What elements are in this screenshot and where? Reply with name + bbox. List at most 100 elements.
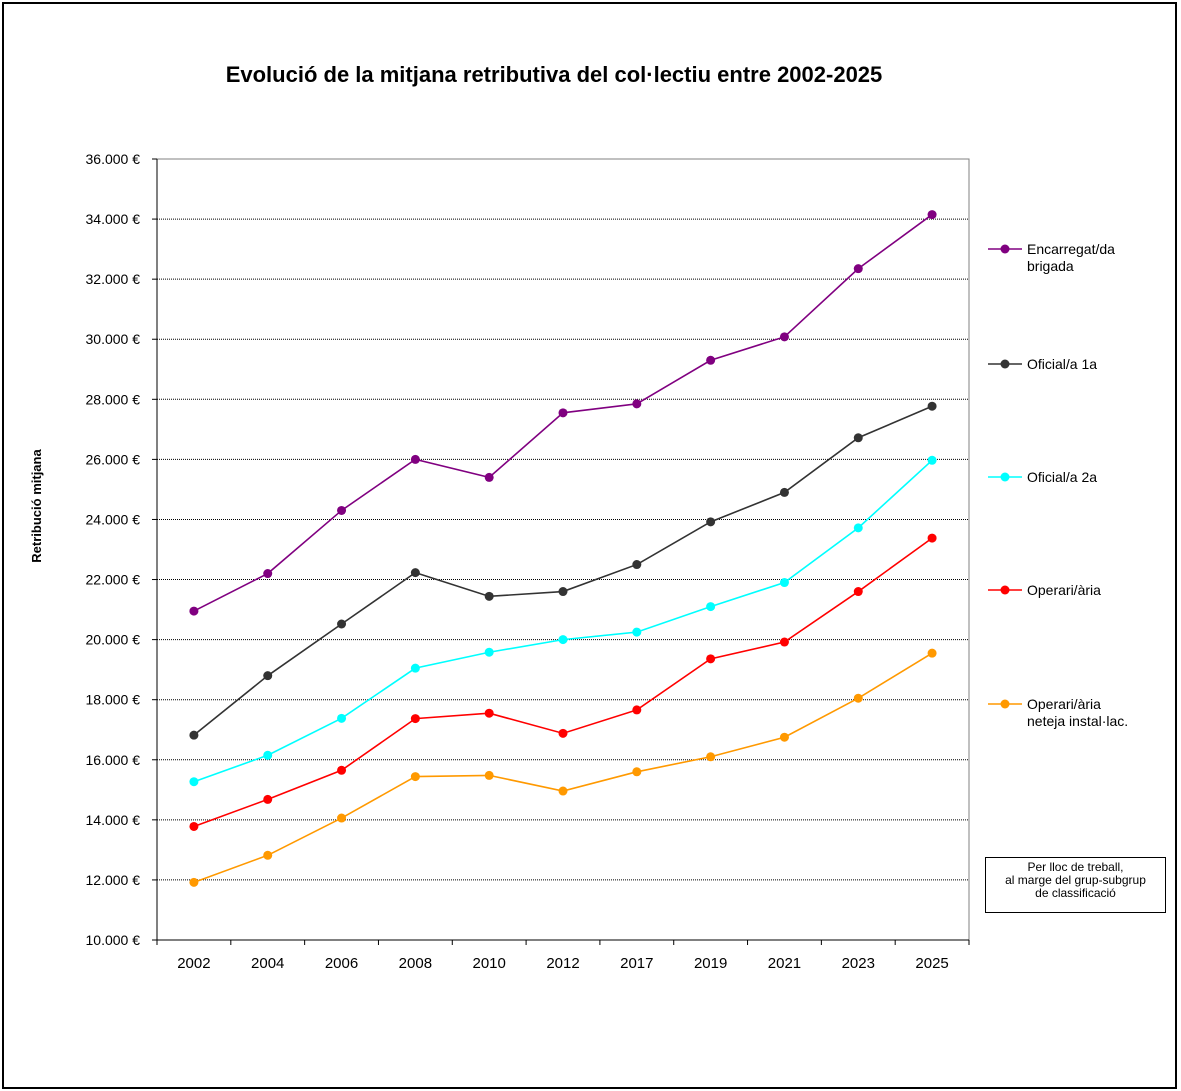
data-point <box>706 654 716 664</box>
series-line <box>193 405 933 736</box>
data-point <box>853 433 863 443</box>
y-tick-label: 16.000 € <box>86 752 141 768</box>
x-tick-label: 2012 <box>546 955 579 972</box>
y-tick-label: 28.000 € <box>86 391 141 407</box>
data-point <box>484 647 494 657</box>
data-point <box>853 693 863 703</box>
y-tick-label: 30.000 € <box>86 331 141 347</box>
data-point <box>558 728 568 738</box>
data-point <box>484 472 494 482</box>
data-point <box>484 708 494 718</box>
data-point <box>779 732 789 742</box>
data-point <box>189 821 199 831</box>
data-point <box>632 399 642 409</box>
y-tick-label: 20.000 € <box>86 632 141 648</box>
data-point <box>632 767 642 777</box>
legend-label: brigada <box>1027 258 1074 274</box>
data-point <box>853 523 863 533</box>
legend-marker <box>1000 585 1010 595</box>
data-point <box>410 454 420 464</box>
x-tick-label: 2006 <box>325 955 358 972</box>
data-point <box>410 714 420 724</box>
y-tick-label: 34.000 € <box>86 211 141 227</box>
data-point <box>337 713 347 723</box>
legend-label: neteja instal·lac. <box>1027 713 1128 729</box>
legend-marker <box>1000 359 1010 369</box>
data-point <box>706 355 716 365</box>
data-point <box>189 730 199 740</box>
y-tick-label: 14.000 € <box>86 812 141 828</box>
data-point <box>853 264 863 274</box>
data-point <box>263 850 273 860</box>
data-point <box>189 777 199 787</box>
x-tick-label: 2017 <box>620 955 653 972</box>
note-line-3: de classificació <box>1035 886 1116 900</box>
legend-marker <box>1000 244 1010 254</box>
data-point <box>632 627 642 637</box>
data-point <box>337 813 347 823</box>
legend-label: Operari/ària <box>1027 582 1101 598</box>
data-point <box>706 602 716 612</box>
x-tick-label: 2021 <box>768 955 801 972</box>
series-line <box>193 537 933 828</box>
x-tick-label: 2019 <box>694 955 727 972</box>
data-point <box>632 560 642 570</box>
y-tick-label: 10.000 € <box>86 932 141 948</box>
data-point <box>189 606 199 616</box>
x-tick-label: 2008 <box>399 955 432 972</box>
data-point <box>779 332 789 342</box>
x-tick-label: 2025 <box>915 955 948 972</box>
y-tick-label: 12.000 € <box>86 872 141 888</box>
y-tick-label: 26.000 € <box>86 451 141 467</box>
plot-area <box>156 158 970 941</box>
data-point <box>484 770 494 780</box>
x-tick-label: 2010 <box>472 955 505 972</box>
data-point <box>410 772 420 782</box>
y-tick-label: 18.000 € <box>86 692 141 708</box>
data-point <box>263 794 273 804</box>
data-point <box>706 752 716 762</box>
data-point <box>779 578 789 588</box>
data-point <box>410 663 420 673</box>
data-point <box>189 877 199 887</box>
data-point <box>558 408 568 418</box>
data-point <box>337 765 347 775</box>
data-point <box>484 591 494 601</box>
data-point <box>779 637 789 647</box>
data-point <box>263 569 273 579</box>
data-point <box>337 505 347 515</box>
note-line-2: al marge del grup-subgrup <box>1005 873 1146 887</box>
data-point <box>558 635 568 645</box>
data-point <box>927 455 937 465</box>
data-point <box>853 587 863 597</box>
data-point <box>706 517 716 527</box>
data-point <box>410 568 420 578</box>
data-point <box>927 401 937 411</box>
note-line-1: Per lloc de treball, <box>1027 860 1124 874</box>
data-point <box>263 750 273 760</box>
data-point <box>337 619 347 629</box>
y-tick-label: 24.000 € <box>86 511 141 527</box>
chart-title: Evolució de la mitjana retributiva del c… <box>225 62 883 87</box>
data-point <box>558 786 568 796</box>
y-tick-label: 32.000 € <box>86 271 141 287</box>
x-tick-label: 2002 <box>177 955 210 972</box>
legend-label: Operari/ària <box>1027 696 1101 712</box>
x-tick-label: 2023 <box>842 955 875 972</box>
data-point <box>927 533 937 543</box>
x-tick-label: 2004 <box>251 955 284 972</box>
data-point <box>927 648 937 658</box>
data-point <box>632 705 642 715</box>
legend-label: Oficial/a 1a <box>1027 356 1097 372</box>
data-point <box>927 210 937 220</box>
y-tick-label: 36.000 € <box>86 151 141 167</box>
y-tick-label: 22.000 € <box>86 572 141 588</box>
data-point <box>263 671 273 681</box>
legend-label: Oficial/a 2a <box>1027 469 1097 485</box>
data-point <box>558 587 568 597</box>
y-axis-title: Retribució mitjana <box>29 449 44 563</box>
legend-marker <box>1000 699 1010 709</box>
data-point <box>779 487 789 497</box>
